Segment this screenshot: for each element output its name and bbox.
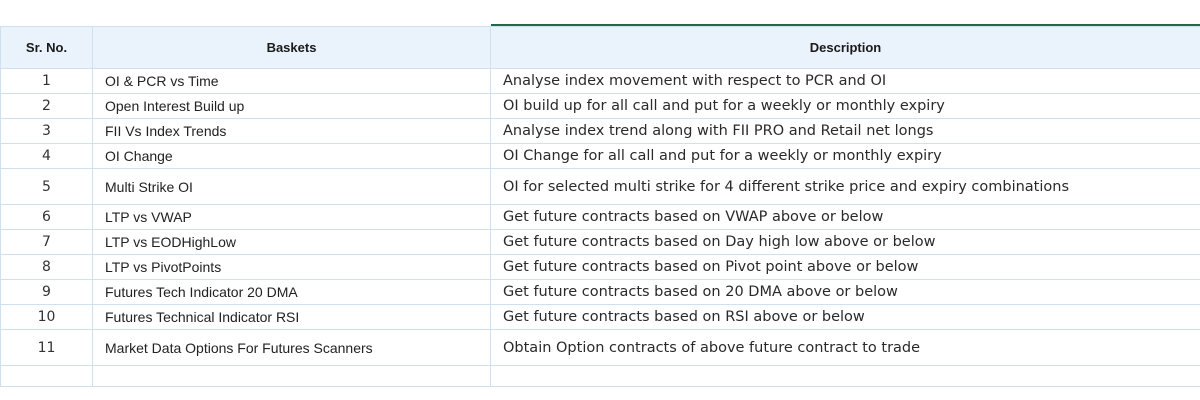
table-row: 2 Open Interest Build up OI build up for… [0,93,1200,119]
table-row: 4 OI Change OI Change for all call and p… [0,143,1200,169]
cell-description[interactable]: Get future contracts based on 20 DMA abo… [490,279,1200,305]
cell-sr-no[interactable]: 11 [0,329,93,366]
cell-description[interactable]: Get future contracts based on RSI above … [490,304,1200,330]
table-row: 11 Market Data Options For Futures Scann… [0,329,1200,366]
cell-sr-no[interactable]: 10 [0,304,93,330]
cell-basket[interactable]: Open Interest Build up [92,93,491,119]
cell-basket[interactable]: LTP vs VWAP [92,204,491,230]
table-row: 9 Futures Tech Indicator 20 DMA Get futu… [0,279,1200,305]
column-selection-indicator [491,24,1200,26]
table-row: 5 Multi Strike OI OI for selected multi … [0,168,1200,205]
cell-basket[interactable]: OI & PCR vs Time [92,68,491,94]
cell-description[interactable]: Analyse index trend along with FII PRO a… [490,118,1200,144]
cell-description[interactable]: Get future contracts based on VWAP above… [490,204,1200,230]
cell-sr-no[interactable]: 9 [0,279,93,305]
cell-sr-no[interactable]: 6 [0,204,93,230]
header-baskets[interactable]: Baskets [92,26,491,69]
cell-description[interactable]: Obtain Option contracts of above future … [490,329,1200,366]
cell-description[interactable]: Analyse index movement with respect to P… [490,68,1200,94]
table-row: 6 LTP vs VWAP Get future contracts based… [0,204,1200,230]
cell-description[interactable]: Get future contracts based on Pivot poin… [490,254,1200,280]
baskets-table: Sr. No. Baskets Description 1 OI & PCR v… [0,26,1200,387]
cell-description[interactable]: OI build up for all call and put for a w… [490,93,1200,119]
empty-cell[interactable] [490,365,1200,387]
cell-basket[interactable]: Market Data Options For Futures Scanners [92,329,491,366]
header-description[interactable]: Description [490,26,1200,69]
header-row: Sr. No. Baskets Description [0,26,1200,69]
cell-description[interactable]: OI for selected multi strike for 4 diffe… [490,168,1200,205]
cell-basket[interactable]: OI Change [92,143,491,169]
cell-description[interactable]: Get future contracts based on Day high l… [490,229,1200,255]
empty-cell[interactable] [0,365,93,387]
empty-cell[interactable] [92,365,491,387]
cell-basket[interactable]: LTP vs PivotPoints [92,254,491,280]
cell-basket[interactable]: Futures Technical Indicator RSI [92,304,491,330]
header-sr-no[interactable]: Sr. No. [0,26,93,69]
cell-basket[interactable]: LTP vs EODHighLow [92,229,491,255]
cell-sr-no[interactable]: 4 [0,143,93,169]
cell-basket[interactable]: Futures Tech Indicator 20 DMA [92,279,491,305]
cell-description[interactable]: OI Change for all call and put for a wee… [490,143,1200,169]
cell-basket[interactable]: Multi Strike OI [92,168,491,205]
table-row: 8 LTP vs PivotPoints Get future contract… [0,254,1200,280]
cell-sr-no[interactable]: 5 [0,168,93,205]
cell-basket[interactable]: FII Vs Index Trends [92,118,491,144]
empty-row [0,365,1200,387]
cell-sr-no[interactable]: 2 [0,93,93,119]
cell-sr-no[interactable]: 1 [0,68,93,94]
table-row: 7 LTP vs EODHighLow Get future contracts… [0,229,1200,255]
table-row: 10 Futures Technical Indicator RSI Get f… [0,304,1200,330]
table-row: 3 FII Vs Index Trends Analyse index tren… [0,118,1200,144]
cell-sr-no[interactable]: 8 [0,254,93,280]
table-row: 1 OI & PCR vs Time Analyse index movemen… [0,68,1200,94]
cell-sr-no[interactable]: 7 [0,229,93,255]
cell-sr-no[interactable]: 3 [0,118,93,144]
